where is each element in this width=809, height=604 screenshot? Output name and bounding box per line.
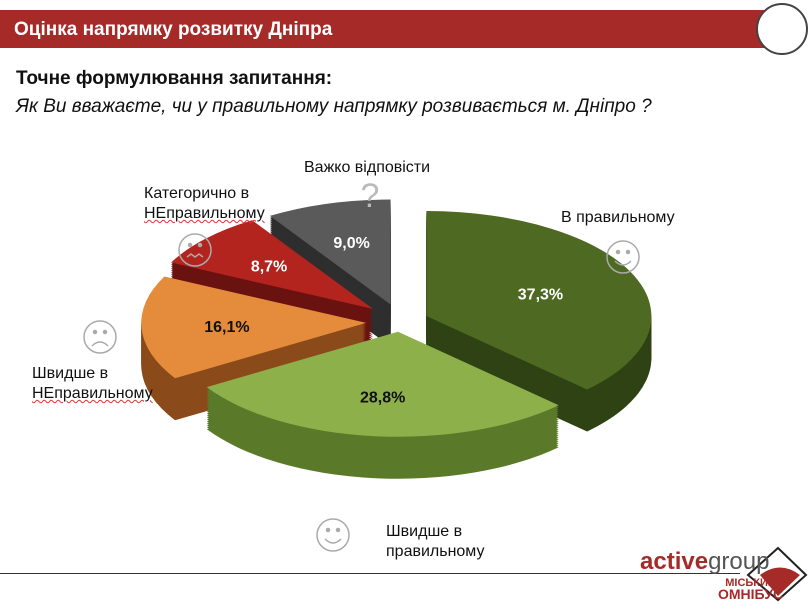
label-line: Категорично в bbox=[144, 185, 250, 202]
logo-text: МІСЬКИЙ bbox=[725, 577, 776, 589]
pie-slice bbox=[206, 331, 559, 479]
angry-icon bbox=[178, 233, 212, 267]
label-line: Швидше в bbox=[386, 523, 463, 540]
activegroup-logo: activegroup bbox=[640, 548, 769, 576]
svg-text:?: ? bbox=[361, 177, 380, 215]
label-shvydshe-v-nepravylnomu: Швидше в НЕправильному bbox=[32, 364, 153, 404]
slice-top bbox=[141, 276, 367, 379]
logo-mark-fill bbox=[760, 567, 800, 596]
logo-text: ОМНІБУС bbox=[718, 586, 784, 602]
label-shvydshe-v-pravylnomu: Швидше в правильному bbox=[386, 522, 484, 562]
question-icon: ? bbox=[361, 177, 380, 215]
slice-value-label: 37,3% bbox=[518, 287, 563, 304]
omnibus-logo: МІСЬКИЙ ОМНІБУС bbox=[718, 577, 784, 602]
label-line: правильному bbox=[386, 543, 485, 560]
question-text: Як Ви вважаєте, чи у правильному напрямк… bbox=[16, 96, 652, 117]
footer-divider bbox=[0, 573, 740, 574]
slice-top bbox=[269, 199, 391, 305]
corner-circle bbox=[756, 3, 808, 55]
smile-icon bbox=[316, 518, 350, 552]
slice-value-label: 9,0% bbox=[333, 235, 369, 252]
smile-icon bbox=[606, 240, 640, 274]
title-banner bbox=[0, 10, 790, 48]
logo-mark bbox=[746, 546, 808, 602]
pie-slice bbox=[426, 211, 652, 432]
slice-value-label: 28,8% bbox=[360, 389, 405, 406]
frown-icon bbox=[83, 320, 117, 354]
pie-slice bbox=[141, 276, 367, 421]
label-line: Швидше в bbox=[32, 365, 109, 382]
slice-value-label: 16,1% bbox=[204, 319, 249, 336]
slice-top bbox=[426, 211, 652, 390]
slice-value-label: 8,7% bbox=[251, 258, 287, 275]
label-line: НЕправильному bbox=[32, 385, 153, 402]
logo-text: active bbox=[640, 548, 709, 575]
slice-top bbox=[206, 331, 559, 437]
label-v-pravylnomu: В правильному bbox=[561, 209, 675, 226]
label-line: НЕправильному bbox=[144, 205, 265, 222]
label-katehorychno: Категорично в НЕправильному bbox=[144, 184, 265, 224]
label-vazhko: Важко відповісти bbox=[304, 159, 431, 176]
question-heading: Точне формулювання запитання: bbox=[16, 68, 333, 89]
logo-text: group bbox=[708, 548, 770, 575]
slice-top bbox=[171, 220, 373, 309]
page-title: Оцінка напрямку розвитку Дніпра bbox=[14, 19, 333, 40]
